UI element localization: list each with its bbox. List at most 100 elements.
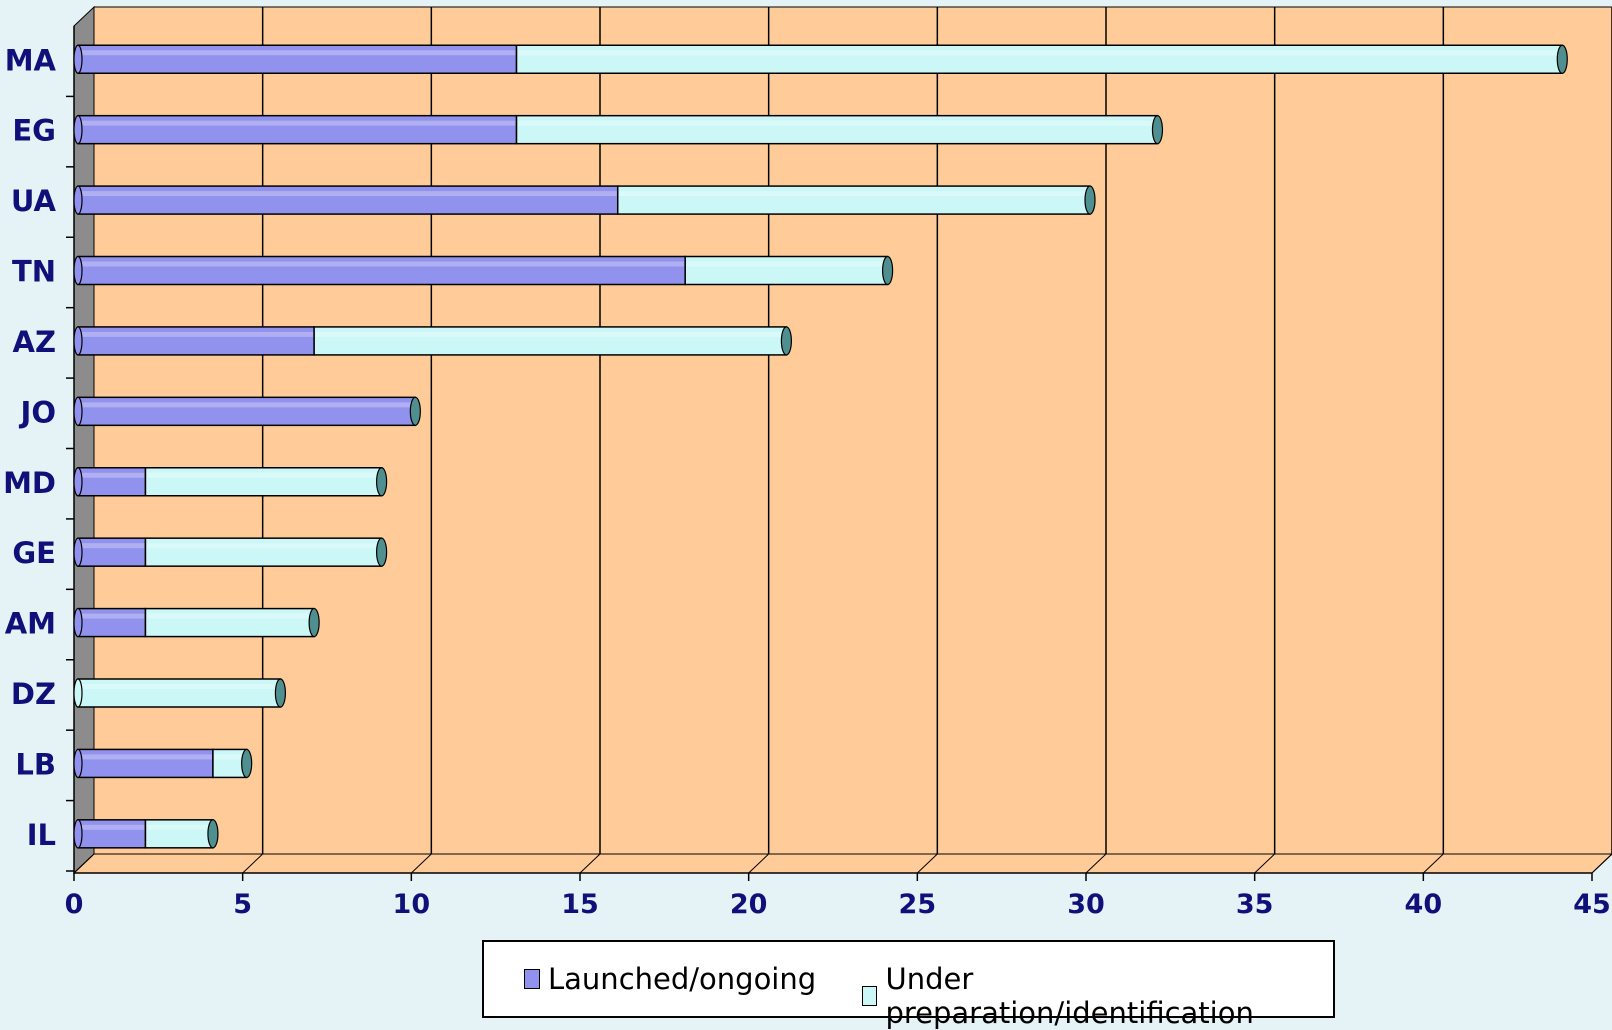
y-tick-label: MA <box>5 43 57 77</box>
bar-highlight <box>79 613 145 619</box>
bar-segment <box>77 185 619 215</box>
bar-segment <box>144 819 214 849</box>
floor-gridline <box>579 853 601 874</box>
bar-highlight <box>79 402 415 408</box>
bar-start-cap <box>73 607 83 638</box>
bar-start-cap <box>73 467 83 497</box>
y-tick-label: GE <box>12 536 56 570</box>
legend-label-under-preparation: Under preparation/identification <box>885 962 1254 1030</box>
y-tick-label: AZ <box>13 325 56 359</box>
bar-start-cap <box>73 255 83 286</box>
bar-segment <box>77 467 147 497</box>
bar-highlight <box>315 331 786 337</box>
bar-highlight <box>79 331 314 337</box>
bar-segment <box>616 185 1091 215</box>
y-tick-label: UA <box>11 184 57 218</box>
x-tick-label: 45 <box>1573 889 1611 920</box>
bar-segment <box>77 396 417 427</box>
bar-segment <box>144 607 315 638</box>
bar-segment <box>313 326 788 356</box>
bar-end-cap <box>780 326 793 356</box>
bar-end-cap <box>207 819 219 849</box>
floor-gridline <box>1085 853 1107 874</box>
legend: Launched/ongoing Under preparation/ident… <box>482 940 1335 1030</box>
bar-highlight <box>79 543 145 549</box>
floor-gridline <box>73 853 95 874</box>
chart: 0 5 10 15 20 25 30 35 40 45 IL LB DZ AM GE MD JO AZ TN UA EG… <box>3 5 1612 1030</box>
bar-start-cap <box>73 44 83 74</box>
bar-highlight <box>79 472 145 478</box>
plot-floor <box>72 853 1612 874</box>
bar-highlight <box>79 824 145 830</box>
bar-start-cap <box>73 748 83 779</box>
bar-highlight <box>686 261 887 267</box>
legend-item-under-preparation: Under preparation/identification <box>862 962 1333 1030</box>
x-tick-label: 35 <box>1236 889 1274 920</box>
y-tick-label: IL <box>27 818 56 852</box>
bar-end-cap <box>1556 44 1568 74</box>
bar-end-cap <box>274 678 286 708</box>
bar-end-cap <box>376 537 388 567</box>
bar-start-cap <box>73 115 83 145</box>
floor-gridline <box>1254 853 1276 874</box>
bar-end-cap <box>241 748 253 779</box>
bar-start-cap <box>73 819 83 849</box>
bar-segment <box>77 44 518 74</box>
bar-segment <box>77 748 214 779</box>
x-tick-label: 0 <box>65 889 84 920</box>
floor-gridline <box>748 853 770 874</box>
floor-gridline <box>410 853 432 874</box>
bar-highlight <box>146 613 314 619</box>
bar-start-cap <box>73 678 83 708</box>
bar-end-cap <box>409 396 421 426</box>
bar-highlight <box>146 824 212 830</box>
bar-segment <box>684 255 889 286</box>
bar-segment <box>515 44 1564 74</box>
bar-segment <box>77 255 686 286</box>
bar-start-cap <box>73 185 83 215</box>
bar-chart: 0 5 10 15 20 25 30 35 40 45 IL LB DZ AM GE MD JO AZ TN UA EG… <box>3 5 1612 920</box>
bar-end-cap <box>376 467 388 497</box>
legend-item-launched: Launched/ongoing <box>524 962 816 996</box>
x-tick-label: 40 <box>1405 889 1443 920</box>
bar-end-cap <box>1151 115 1164 145</box>
legend-label-launched: Launched/ongoing <box>548 962 817 996</box>
bar-highlight <box>79 120 516 126</box>
bar-segment <box>212 748 248 779</box>
bar-highlight <box>146 472 381 478</box>
bar-highlight <box>146 543 381 549</box>
y-tick-label: TN <box>12 255 56 289</box>
bar-highlight <box>79 684 280 689</box>
bar-highlight <box>618 191 1089 197</box>
bar-segment <box>77 678 282 708</box>
y-tick-label: JO <box>19 395 56 429</box>
x-tick-label: 10 <box>393 889 431 920</box>
bar-highlight <box>79 50 516 56</box>
legend-swatch-under-preparation <box>862 986 878 1006</box>
bar-segment <box>515 114 1159 145</box>
legend-swatch-launched <box>524 969 540 989</box>
bar-end-cap <box>881 255 894 286</box>
y-tick-label: MD <box>3 466 56 500</box>
bar-highlight <box>517 50 1562 56</box>
bar-segment <box>77 607 147 638</box>
bar-highlight <box>517 120 1157 126</box>
x-tick-label: 25 <box>899 889 937 920</box>
floor-gridline <box>242 853 264 874</box>
floor-gridline <box>1591 853 1612 874</box>
bar-highlight <box>79 261 685 267</box>
y-tick-label: EG <box>12 114 56 148</box>
x-tick-label: 20 <box>730 889 768 920</box>
floor-gridline <box>916 853 938 874</box>
bar-segment <box>77 326 315 356</box>
bar-end-cap <box>308 607 320 638</box>
bar-highlight <box>79 191 617 197</box>
bar-segment <box>77 819 147 849</box>
bar-start-cap <box>73 396 83 426</box>
y-tick-label: LB <box>15 747 56 781</box>
bar-start-cap <box>73 326 83 356</box>
bar-segment <box>144 467 383 497</box>
bar-end-cap <box>1084 185 1096 215</box>
bar-segment <box>77 114 518 145</box>
y-tick-label: DZ <box>11 677 56 711</box>
